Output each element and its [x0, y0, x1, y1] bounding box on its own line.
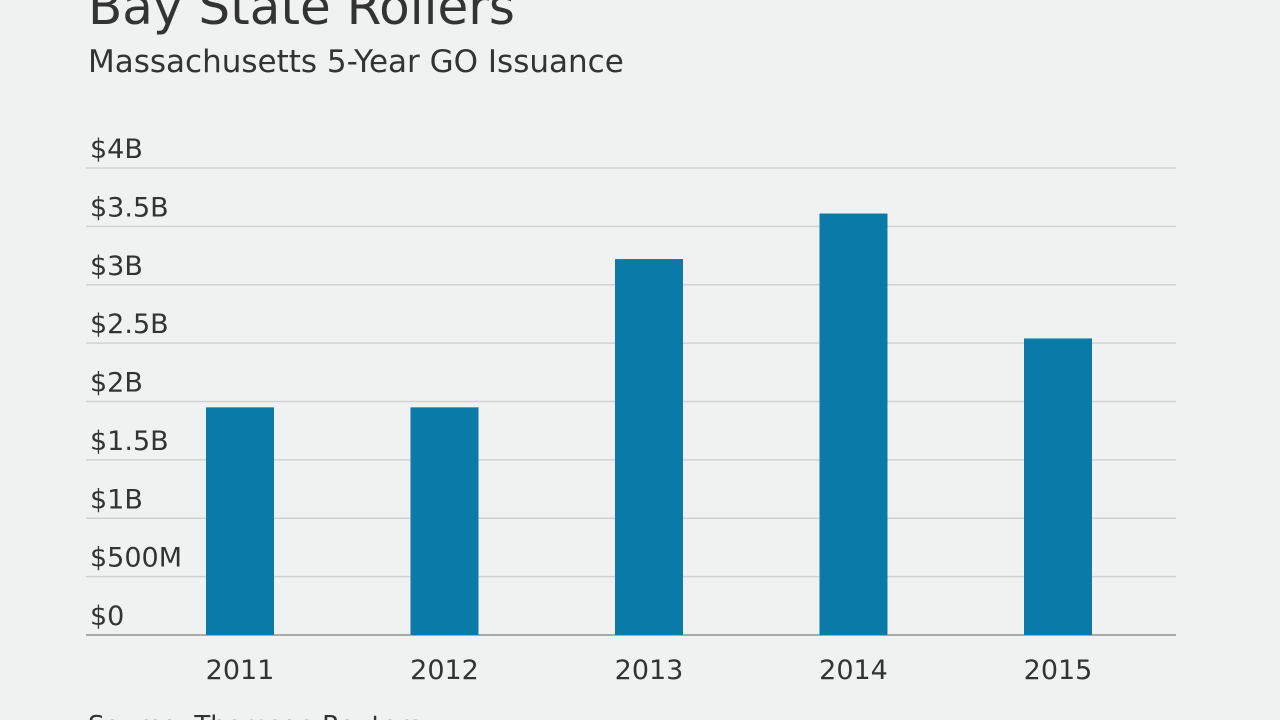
y-tick-label: $1.5B: [90, 426, 169, 457]
y-tick-label: $1B: [90, 484, 143, 515]
y-tick-label: $0: [90, 601, 124, 632]
x-tick-label: 2014: [819, 655, 888, 686]
y-tick-label: $4B: [90, 134, 143, 165]
x-tick-label: 2013: [615, 655, 684, 686]
bar: [819, 213, 888, 635]
x-tick-label: 2011: [206, 655, 275, 686]
x-tick-label: 2015: [1024, 655, 1093, 686]
bar: [615, 259, 683, 635]
y-tick-label: $3.5B: [90, 192, 169, 223]
chart-title: Bay State Rollers: [88, 0, 515, 36]
x-tick-label: 2012: [410, 655, 479, 686]
y-tick-label: $2B: [90, 368, 143, 399]
y-tick-label: $2.5B: [90, 309, 169, 340]
source-note: Source: Thomson Reuters: [88, 711, 422, 720]
bar: [206, 407, 274, 635]
bar: [1024, 338, 1092, 635]
y-tick-label: $3B: [90, 251, 143, 282]
y-tick-label: $500M: [90, 543, 182, 574]
chart-subtitle: Massachusetts 5-Year GO Issuance: [88, 44, 624, 80]
bar: [410, 407, 479, 635]
